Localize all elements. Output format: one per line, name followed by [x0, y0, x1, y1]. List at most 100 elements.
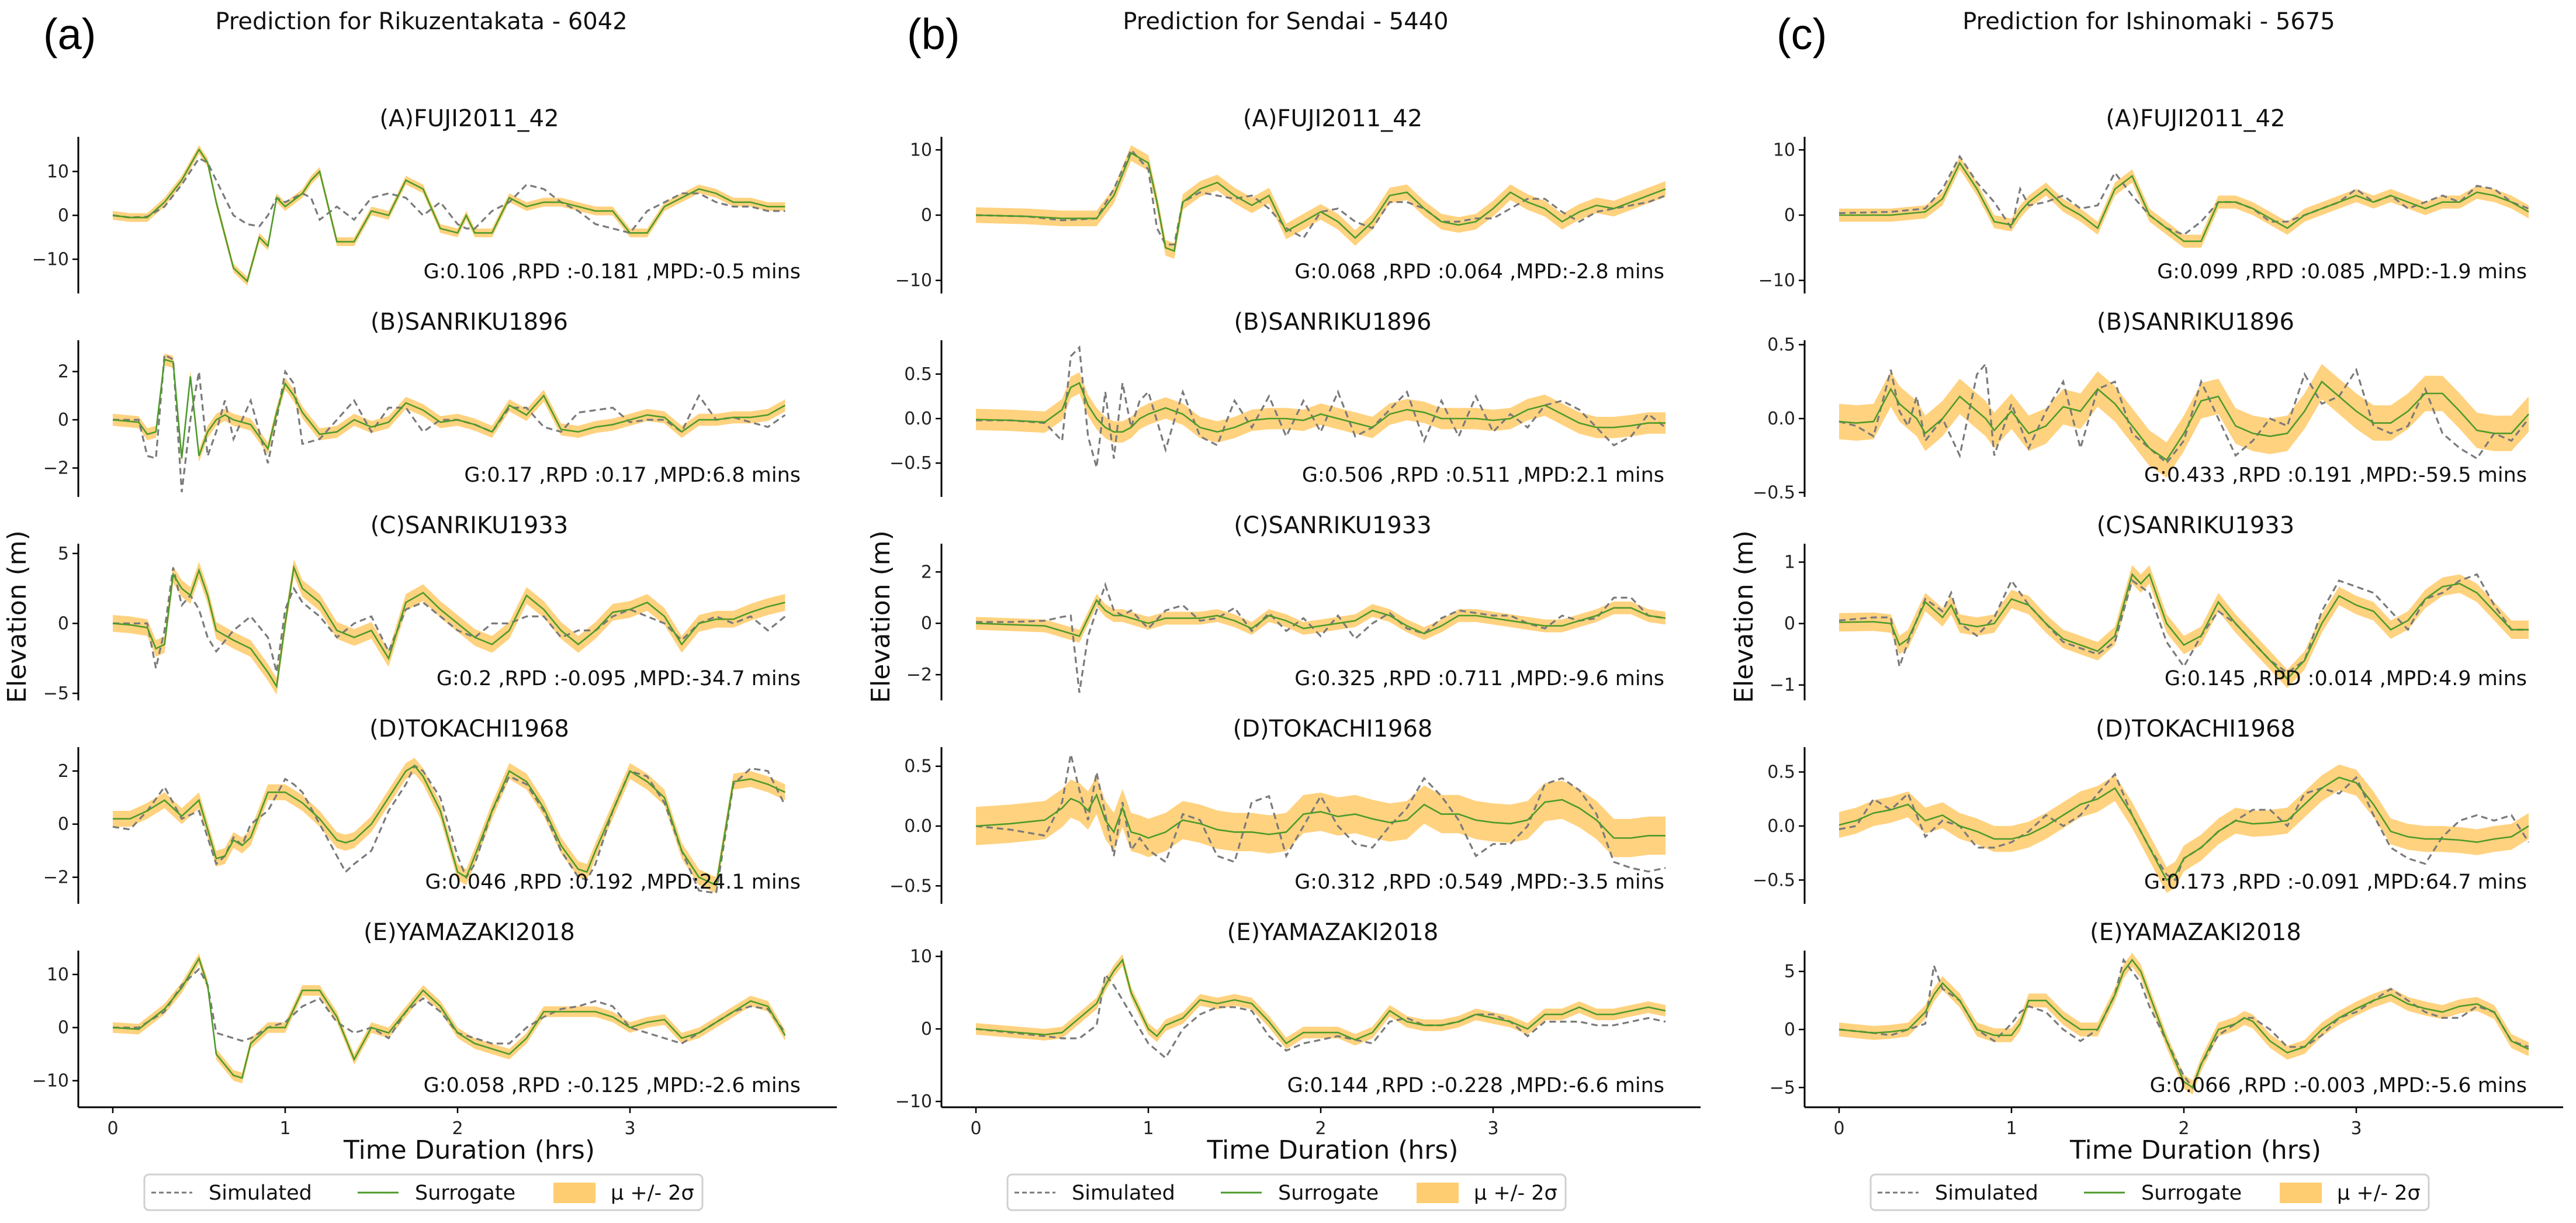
y-axis-label: Elevation (m) [2, 530, 32, 703]
x-tick-label: 1 [2006, 1118, 2017, 1139]
uncertainty-band [976, 593, 1666, 643]
subplot-e: (E)YAMAZAKI2018 −5 0 5 G:0.066 ,RPD :-0.003 … [1770, 919, 2563, 1139]
subplot-title: (E)YAMAZAKI2018 [363, 919, 575, 946]
simulated-line [1838, 361, 2530, 465]
metrics-annotation: G:0.506 ,RPD :0.511 ,MPD:2.1 mins [1302, 464, 1664, 487]
y-axis-label: Elevation (m) [1729, 530, 1759, 703]
legend-band-swatch [1417, 1183, 1459, 1203]
simulated-line [976, 345, 1666, 468]
uncertainty-band [976, 372, 1666, 443]
panel-letter: (a) [43, 10, 96, 58]
y-tick-label: 2 [921, 562, 932, 582]
y-tick-label: 0 [921, 1019, 932, 1039]
simulated-line [113, 968, 786, 1045]
y-tick-label: 10 [910, 946, 932, 967]
y-tick-label: −0.5 [1753, 482, 1795, 503]
surrogate-line [112, 564, 785, 689]
surrogate-line [112, 148, 785, 283]
x-tick-label: 0 [107, 1118, 118, 1139]
subplot-c: (C)SANRIKU1933 −1 0 1 G:0.145 ,RPD :0.014 ,M… [1770, 512, 2529, 700]
legend: Simulated Surrogate μ +/- 2σ [1006, 1173, 1567, 1211]
subplot-title: (C)SANRIKU1933 [371, 512, 568, 539]
subplot-title: (A)FUJI2011_42 [1243, 105, 1422, 132]
y-tick-label: 0.5 [1767, 335, 1795, 355]
subplot-title: (B)SANRIKU1896 [2097, 309, 2294, 336]
legend-band-label: μ +/- 2σ [2337, 1181, 2421, 1205]
y-tick-label: −10 [895, 271, 932, 291]
uncertainty-band [976, 954, 1666, 1049]
subplot-a: (A)FUJI2011_42 −10 0 10 G:0.068 ,RPD :0.064 … [895, 105, 1666, 293]
y-tick-label: −2 [906, 665, 932, 685]
x-tick-label: 2 [1315, 1118, 1326, 1139]
y-tick-label: 5 [1784, 962, 1795, 982]
subplot-a: (A)FUJI2011_42 −10 0 10 G:0.106 ,RPD :-0.181… [32, 105, 801, 293]
subplot-title: (A)FUJI2011_42 [379, 105, 559, 132]
column-title: Prediction for Rikuzentakata - 6042 [215, 8, 627, 35]
y-tick-label: −10 [1758, 271, 1795, 291]
surrogate-line [975, 382, 1666, 433]
legend-simulated-label: Simulated [1072, 1181, 1175, 1205]
uncertainty-band [976, 776, 1666, 858]
metrics-annotation: G:0.066 ,RPD :-0.003 ,MPD:-5.6 mins [2150, 1074, 2527, 1097]
simulated-line [976, 582, 1666, 693]
subplot-title: (B)SANRIKU1896 [1234, 309, 1432, 336]
uncertainty-band [1839, 953, 2529, 1095]
surrogate-line [1838, 380, 2529, 461]
y-tick-label: −1 [1770, 675, 1795, 696]
x-axis-label: Time Duration (hrs) [2069, 1135, 2321, 1165]
legend-band-label: μ +/- 2σ [611, 1181, 694, 1205]
y-tick-label: −2 [43, 458, 69, 479]
x-tick-label: 3 [624, 1118, 635, 1139]
panel-letter: (b) [907, 10, 960, 58]
x-tick-label: 0 [970, 1118, 981, 1139]
column-b: (b) Prediction for Sendai - 5440 (A)FUJI… [866, 8, 1701, 1211]
column-title: Prediction for Ishinomaki - 5675 [1962, 8, 2335, 35]
y-tick-label: 10 [1773, 140, 1795, 160]
y-tick-label: 0 [1784, 614, 1795, 634]
surrogate-line [975, 599, 1666, 637]
y-tick-label: −10 [32, 249, 69, 270]
y-tick-label: 10 [910, 140, 932, 160]
surrogate-line [975, 793, 1666, 839]
y-tick-label: −0.5 [889, 876, 932, 896]
subplot-title: (E)YAMAZAKI2018 [1227, 919, 1439, 946]
legend: Simulated Surrogate μ +/- 2σ [1869, 1173, 2430, 1211]
legend-band-label: μ +/- 2σ [1474, 1181, 1557, 1205]
uncertainty-band [113, 559, 785, 695]
y-tick-label: 0.5 [904, 364, 932, 385]
y-tick-label: 0.0 [904, 816, 932, 837]
legend-simulated-label: Simulated [209, 1181, 312, 1205]
x-tick-label: 1 [1142, 1118, 1154, 1139]
metrics-annotation: G:0.046 ,RPD :0.192 ,MPD:24.1 mins [425, 870, 801, 894]
metrics-annotation: G:0.17 ,RPD :0.17 ,MPD:6.8 mins [464, 464, 801, 487]
simulated-line [975, 148, 1666, 246]
subplot-title: (D)TOKACHI1968 [2096, 716, 2295, 742]
subplot-title: (D)TOKACHI1968 [1233, 716, 1433, 742]
uncertainty-band [976, 145, 1666, 259]
surrogate-line [1839, 161, 2529, 243]
y-tick-label: 0.0 [1767, 816, 1795, 837]
y-tick-label: 0 [58, 205, 69, 226]
y-tick-label: 0 [1784, 1020, 1795, 1040]
panel-letter: (c) [1777, 10, 1827, 58]
y-tick-label: 0 [1784, 205, 1795, 226]
subplot-title: (A)FUJI2011_42 [2106, 105, 2285, 132]
metrics-annotation: G:0.145 ,RPD :0.014 ,MPD:4.9 mins [2165, 667, 2527, 690]
metrics-annotation: G:0.106 ,RPD :-0.181 ,MPD:-0.5 mins [424, 260, 801, 284]
subplot-d: (D)TOKACHI1968 −0.5 0.0 0.5 G:0.173 ,RPD :-0… [1753, 716, 2530, 904]
metrics-annotation: G:0.2 ,RPD :-0.095 ,MPD:-34.7 mins [437, 667, 801, 690]
y-tick-label: 0.5 [1767, 762, 1795, 783]
metrics-annotation: G:0.173 ,RPD :-0.091 ,MPD:64.7 mins [2144, 870, 2527, 894]
simulated-line [112, 157, 785, 234]
x-tick-label: 3 [2350, 1118, 2362, 1139]
metrics-annotation: G:0.099 ,RPD :0.085 ,MPD:-1.9 mins [2157, 260, 2527, 284]
metrics-annotation: G:0.433 ,RPD :0.191 ,MPD:-59.5 mins [2144, 464, 2527, 487]
y-tick-label: −0.5 [889, 453, 932, 474]
subplot-c: (C)SANRIKU1933 −2 0 2 G:0.325 ,RPD :0.711 ,M… [906, 512, 1666, 700]
subplot-title: (B)SANRIKU1896 [371, 309, 568, 336]
metrics-annotation: G:0.058 ,RPD :-0.125 ,MPD:-2.6 mins [424, 1074, 801, 1097]
metrics-annotation: G:0.325 ,RPD :0.711 ,MPD:-9.6 mins [1294, 667, 1664, 690]
y-tick-label: 0.0 [904, 409, 932, 429]
